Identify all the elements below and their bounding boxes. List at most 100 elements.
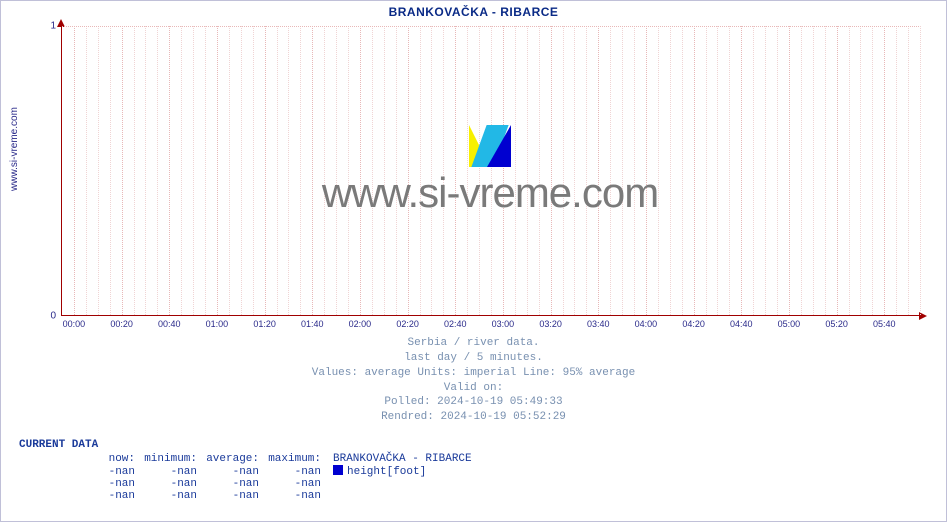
current-data-title: CURRENT DATA (19, 439, 480, 451)
grid-minor-line (348, 26, 349, 315)
table-cell: -nan (267, 478, 329, 490)
grid-minor-line (717, 26, 718, 315)
grid-major-line (360, 26, 361, 315)
x-tick-label: 05:40 (873, 319, 896, 329)
chart-container: www.si-vreme.com BRANKOVAČKA - RIBARCE 0… (0, 0, 947, 522)
x-tick-label: 01:20 (253, 319, 276, 329)
grid-minor-line (443, 26, 444, 315)
grid-major-line (646, 26, 647, 315)
table-cell: -nan (267, 490, 329, 502)
grid-major-line (884, 26, 885, 315)
y-tick-label: 0 (50, 311, 56, 322)
table-cell: -nan (143, 465, 205, 478)
y-grid-line (62, 26, 919, 27)
series-measure: height[foot] (347, 466, 426, 478)
x-tick-label: 03:20 (539, 319, 562, 329)
grid-major-line (169, 26, 170, 315)
current-data-table: now:minimum:average:maximum:BRANKOVAČKA … (19, 453, 480, 502)
grid-major-line (455, 26, 456, 315)
table-header: minimum: (143, 453, 205, 465)
grid-minor-line (467, 26, 468, 315)
table-header: average: (205, 453, 267, 465)
x-tick-label: 02:20 (396, 319, 419, 329)
grid-minor-line (813, 26, 814, 315)
grid-minor-line (145, 26, 146, 315)
grid-minor-line (86, 26, 87, 315)
grid-major-line (408, 26, 409, 315)
table-cell: -nan (81, 465, 143, 478)
table-cell: -nan (81, 478, 143, 490)
grid-minor-line (777, 26, 778, 315)
grid-major-line (265, 26, 266, 315)
grid-minor-line (300, 26, 301, 315)
grid-minor-line (396, 26, 397, 315)
grid-minor-line (527, 26, 528, 315)
grid-minor-line (670, 26, 671, 315)
x-tick-label: 00:00 (63, 319, 86, 329)
grid-minor-line (193, 26, 194, 315)
grid-minor-line (860, 26, 861, 315)
table-cell: -nan (143, 490, 205, 502)
x-tick-label: 05:20 (825, 319, 848, 329)
meta-line: Valid on: (1, 381, 946, 396)
grid-minor-line (908, 26, 909, 315)
grid-major-line (503, 26, 504, 315)
grid-minor-line (574, 26, 575, 315)
grid-minor-line (622, 26, 623, 315)
current-data-block: CURRENT DATA now:minimum:average:maximum… (19, 439, 480, 502)
grid-minor-line (586, 26, 587, 315)
x-tick-label: 05:00 (778, 319, 801, 329)
table-cell: -nan (205, 490, 267, 502)
grid-minor-line (277, 26, 278, 315)
y-tick-label: 1 (50, 21, 56, 32)
grid-minor-line (801, 26, 802, 315)
grid-minor-line (229, 26, 230, 315)
grid-minor-line (372, 26, 373, 315)
grid-minor-line (706, 26, 707, 315)
grid-minor-line (765, 26, 766, 315)
grid-minor-line (98, 26, 99, 315)
grid-minor-line (515, 26, 516, 315)
meta-line: Polled: 2024-10-19 05:49:33 (1, 395, 946, 410)
grid-major-line (551, 26, 552, 315)
grid-minor-line (157, 26, 158, 315)
grid-minor-line (110, 26, 111, 315)
grid-major-line (598, 26, 599, 315)
grid-minor-line (205, 26, 206, 315)
grid-minor-line (920, 26, 921, 315)
grid-minor-line (610, 26, 611, 315)
grid-minor-line (682, 26, 683, 315)
grid-major-line (312, 26, 313, 315)
series-label: BRANKOVAČKA - RIBARCE (329, 453, 480, 465)
grid-minor-line (336, 26, 337, 315)
x-tick-label: 03:40 (587, 319, 610, 329)
grid-minor-line (431, 26, 432, 315)
meta-line: Values: average Units: imperial Line: 95… (1, 366, 946, 381)
grid-major-line (122, 26, 123, 315)
plot-area: 00:0000:2000:4001:0001:2001:4002:0002:20… (61, 26, 919, 316)
grid-minor-line (324, 26, 325, 315)
grid-minor-line (479, 26, 480, 315)
grid-minor-line (253, 26, 254, 315)
grid-minor-line (729, 26, 730, 315)
grid-major-line (74, 26, 75, 315)
x-tick-label: 04:00 (635, 319, 658, 329)
side-url-label: www.si-vreme.com (9, 107, 20, 191)
grid-minor-line (872, 26, 873, 315)
grid-minor-line (420, 26, 421, 315)
table-cell: -nan (205, 478, 267, 490)
grid-minor-line (181, 26, 182, 315)
table-header: now: (81, 453, 143, 465)
meta-line: Rendred: 2024-10-19 05:52:29 (1, 410, 946, 425)
x-tick-label: 00:20 (110, 319, 133, 329)
grid-minor-line (849, 26, 850, 315)
grid-major-line (837, 26, 838, 315)
grid-major-line (217, 26, 218, 315)
legend-color-icon (333, 465, 343, 475)
grid-minor-line (658, 26, 659, 315)
x-tick-label: 01:00 (206, 319, 229, 329)
meta-line: last day / 5 minutes. (1, 351, 946, 366)
grid-minor-line (563, 26, 564, 315)
x-tick-label: 01:40 (301, 319, 324, 329)
grid-major-line (741, 26, 742, 315)
